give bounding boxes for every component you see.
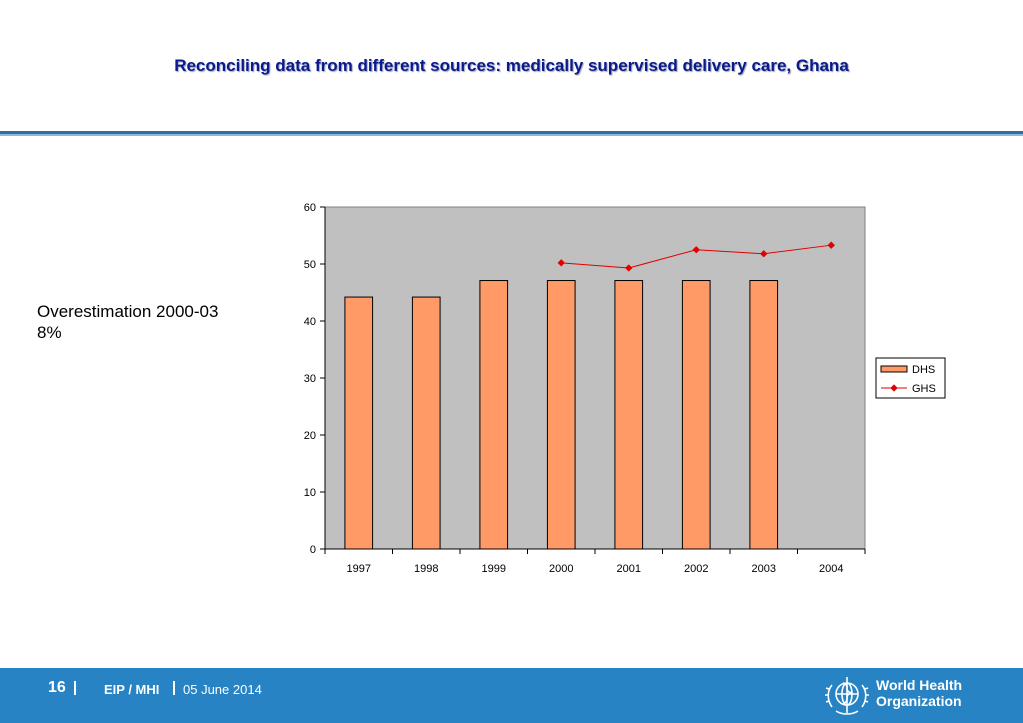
dhs-bar (344, 296, 374, 550)
x-tick-label: 2000 (549, 563, 573, 575)
footer-date: 05 June 2014 (183, 682, 262, 697)
footer-separator (173, 681, 175, 695)
title-divider (0, 131, 1023, 134)
plot-area (324, 206, 866, 550)
legend-box (875, 357, 946, 399)
legend-label-ghs: GHS (912, 383, 936, 395)
footer-bar: 16 EIP / MHI 05 June 2014 World Health O… (0, 668, 1023, 723)
note-line-1: Overestimation 2000-03 (37, 302, 219, 321)
x-tick-label: 1997 (347, 563, 371, 575)
y-tick-label: 40 (304, 316, 316, 328)
slide-title: Reconciling data from different sources:… (174, 56, 849, 75)
legend-marker-ghs (890, 384, 898, 392)
dhs-bar (749, 280, 779, 550)
dhs-bar (614, 280, 644, 550)
x-tick-label: 2004 (819, 563, 843, 575)
x-tick-label: 1999 (482, 563, 506, 575)
y-tick-label: 0 (310, 544, 316, 556)
org-name-line-2: Organization (876, 693, 962, 709)
footer-separator (74, 681, 76, 695)
ghs-point (692, 246, 700, 254)
dhs-bar (546, 280, 576, 550)
y-tick-label: 20 (304, 430, 316, 442)
y-tick-label: 10 (304, 487, 316, 499)
x-tick-label: 2003 (752, 563, 776, 575)
dhs-bar (681, 280, 711, 550)
overestimation-note: Overestimation 2000-03 8% (37, 301, 218, 343)
x-tick-label: 2001 (617, 563, 641, 575)
page-number: 16 (48, 679, 66, 696)
legend-swatch-dhs (880, 365, 908, 373)
ghs-point (760, 250, 768, 258)
legend-label-dhs: DHS (912, 364, 935, 376)
ghs-point (557, 259, 565, 267)
x-tick-label: 1998 (414, 563, 438, 575)
dhs-bar (411, 296, 441, 550)
x-tick-label: 2002 (684, 563, 708, 575)
dhs-bar (479, 280, 509, 550)
who-wordmark: World Health Organization (876, 677, 962, 709)
note-line-2: 8% (37, 323, 62, 342)
y-tick-label: 60 (304, 202, 316, 214)
title-divider-highlight (0, 134, 1023, 136)
footer-unit: EIP / MHI (104, 682, 160, 697)
ghs-point (827, 241, 835, 249)
y-tick-label: 30 (304, 373, 316, 385)
org-name-line-1: World Health (876, 677, 963, 693)
who-emblem-icon (825, 677, 869, 715)
y-tick-label: 50 (304, 259, 316, 271)
ghs-point (625, 264, 633, 272)
